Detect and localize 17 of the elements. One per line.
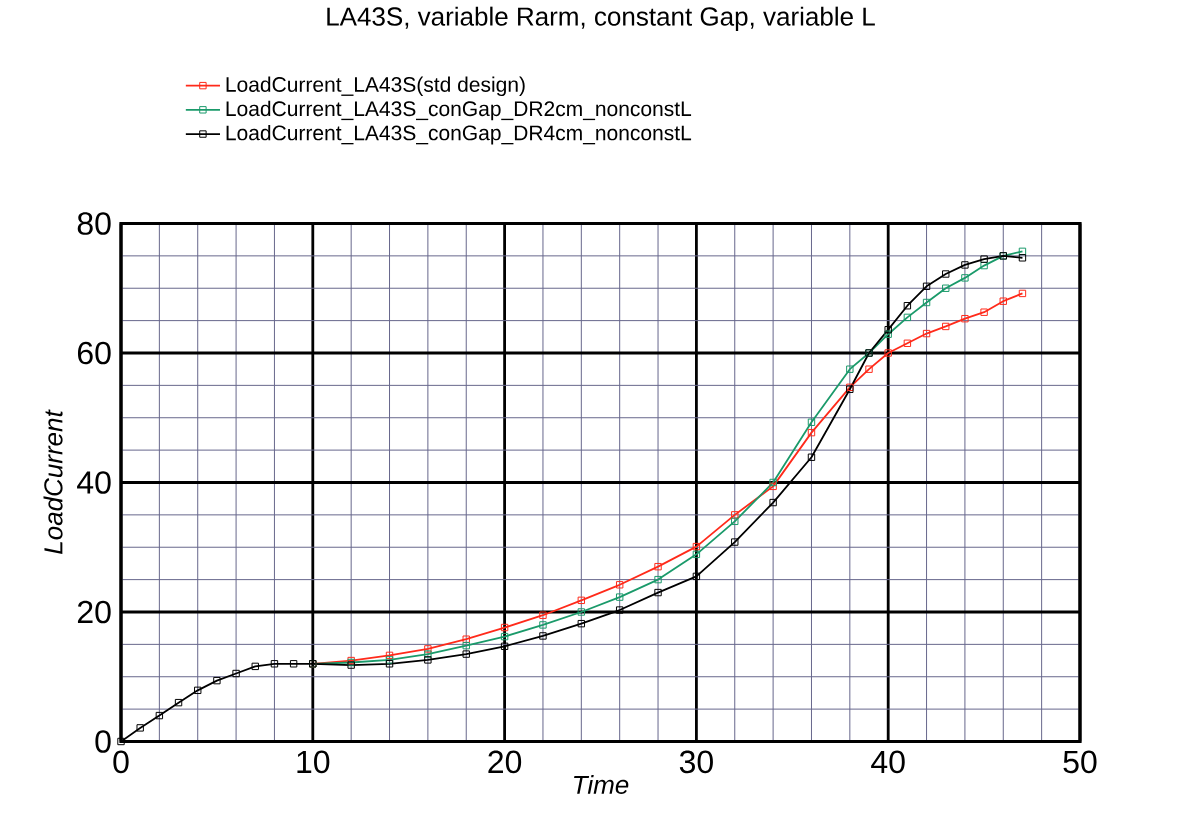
y-tick-label: 60 [77, 341, 111, 365]
legend-label: LoadCurrent_LA43S_conGap_DR2cm_nonconstL [226, 100, 692, 121]
x-axis-title: Time [574, 774, 629, 794]
x-tick-label: 30 [679, 750, 713, 773]
x-tick-label: 40 [871, 750, 905, 773]
y-tick-label: 20 [77, 600, 111, 624]
x-tick-label: 20 [488, 750, 522, 773]
x-tick-label: 50 [1063, 750, 1097, 773]
legend-label: LoadCurrent_LA43S_conGap_DR4cm_nonconstL [226, 124, 692, 145]
y-tick-label: 40 [77, 470, 111, 494]
y-tick-label: 80 [77, 211, 111, 235]
legend-label: LoadCurrent_LA43S(std design) [226, 76, 525, 96]
chart-title: LA43S, variable Rarm, constant Gap, variable L [327, 6, 875, 31]
x-tick-label: 0 [113, 750, 129, 773]
y-axis-title: LoadCurrent [43, 409, 63, 554]
x-tick-label: 10 [297, 750, 330, 773]
y-tick-label: 0 [95, 729, 111, 753]
